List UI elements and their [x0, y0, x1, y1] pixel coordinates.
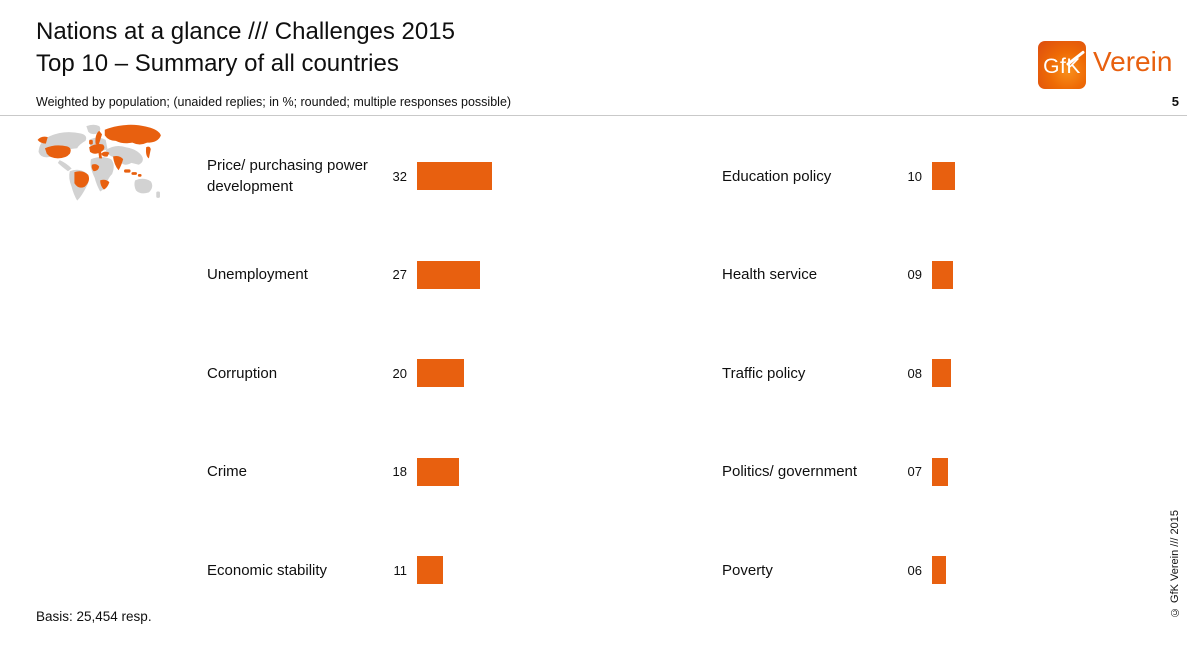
basis-note: Basis: 25,454 resp.	[36, 609, 152, 624]
title-line-1: Nations at a glance /// Challenges 2015	[36, 18, 455, 45]
chart-row: Poverty 06	[722, 521, 1142, 620]
page-number: 5	[1171, 94, 1179, 109]
value-label: 10	[907, 168, 922, 184]
chart-column-right: Education policy 10 Health service 09 Tr…	[722, 127, 1142, 620]
value-label: 18	[392, 464, 407, 480]
gfk-logo: GfK	[1038, 41, 1086, 89]
world-map-icon	[37, 124, 161, 201]
header-divider	[0, 115, 1187, 116]
category-label: Traffic policy	[722, 364, 806, 382]
subtitle-note: Weighted by population; (unaided replies…	[36, 95, 512, 109]
bar	[932, 359, 951, 388]
copyright-note: © GfK Verein /// 2015	[1169, 509, 1181, 618]
category-label: Health service	[722, 266, 818, 284]
category-label: Education policy	[722, 167, 832, 185]
value-label: 06	[907, 562, 922, 578]
bar	[932, 457, 948, 486]
chart-row: Economic stability 11	[207, 521, 627, 620]
chart-column-left: Price/ purchasing power development 32 U…	[207, 127, 627, 620]
chart-row: Traffic policy 08	[722, 324, 1142, 423]
category-label: Economic stability	[207, 561, 328, 579]
value-label: 09	[907, 267, 922, 283]
category-label: Corruption	[207, 364, 278, 382]
bar	[932, 162, 955, 191]
value-label: 32	[392, 168, 407, 184]
chart-row: Unemployment 27	[207, 226, 627, 325]
chart-row: Crime 18	[207, 423, 627, 522]
category-label: Crime	[207, 463, 247, 481]
category-label: Unemployment	[207, 266, 308, 284]
value-label: 07	[907, 464, 922, 480]
bar	[417, 457, 459, 486]
chart-row: Politics/ government 07	[722, 423, 1142, 522]
category-label: Politics/ government	[722, 463, 858, 481]
bar	[932, 556, 946, 585]
page-title: Nations at a glance /// Challenges 2015 …	[36, 16, 455, 80]
chart-row: Education policy 10	[722, 127, 1142, 226]
chart-row: Price/ purchasing power development 32	[207, 127, 627, 226]
value-label: 11	[393, 562, 408, 578]
gfk-logo-word: Verein	[1093, 46, 1173, 77]
category-label: Poverty	[722, 561, 773, 579]
bar	[417, 556, 443, 585]
chart-row: Health service 09	[722, 226, 1142, 325]
chart-row: Corruption 20	[207, 324, 627, 423]
bar	[932, 260, 953, 289]
bar	[417, 162, 492, 191]
bar	[417, 260, 480, 289]
value-label: 20	[392, 365, 407, 381]
value-label: 08	[907, 365, 922, 381]
bar	[417, 359, 464, 388]
category-label: Price/ purchasing power development	[207, 157, 368, 196]
title-line-2: Top 10 – Summary of all countries	[36, 50, 399, 77]
value-label: 27	[392, 267, 407, 283]
